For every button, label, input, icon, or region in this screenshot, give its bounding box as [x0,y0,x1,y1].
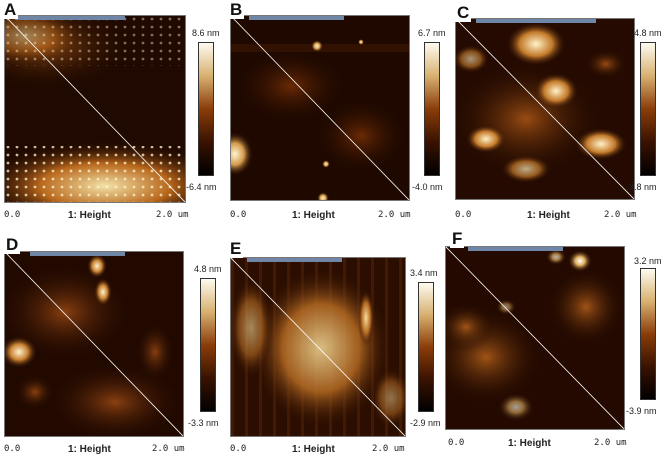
panel-letter: C [455,3,472,22]
channel-label: 1: Height [68,210,111,221]
x-axis-start: 0.0 [4,444,21,454]
afm-image-a [4,15,186,203]
colorbar [640,268,656,400]
x-axis-end: 2.0 um [156,210,189,220]
colorbar-min: -3.8 nm [626,182,657,192]
x-axis-end: 2.0 um [372,444,405,454]
colorbar [198,42,214,176]
afm-image-c [455,18,635,200]
x-axis-end: 2.0 um [152,444,185,454]
channel-label: 1: Height [527,210,570,221]
panel-letter: D [4,235,21,254]
colorbar-min: -6.4 nm [186,182,217,192]
panel-letter: A [2,0,19,19]
afm-image-d [4,251,184,437]
channel-label: 1: Height [68,444,111,455]
colorbar-max: 3.4 nm [410,268,438,278]
afm-image-b [230,15,410,201]
colorbar-min: -2.9 nm [410,418,441,428]
colorbar-max: 8.6 nm [192,28,220,38]
colorbar-max: 4.8 nm [634,28,661,38]
channel-label: 1: Height [508,438,551,449]
x-axis-start: 0.0 [230,444,247,454]
colorbar [200,278,216,412]
x-axis-end: 2.0 um [378,210,411,220]
afm-image-f [445,246,625,430]
colorbar-max: 6.7 nm [418,28,446,38]
x-axis-start: 0.0 [448,438,465,448]
x-axis-end: 2.0 um [604,210,637,220]
colorbar [418,282,434,412]
colorbar-min: -3.9 nm [626,406,657,416]
colorbar-min: -4.0 nm [412,182,443,192]
colorbar [640,42,656,176]
colorbar [424,42,440,176]
colorbar-max: 4.8 nm [194,264,222,274]
x-axis-end: 2.0 um [594,438,627,448]
x-axis-start: 0.0 [230,210,247,220]
panel-letter: F [450,229,465,248]
colorbar-max: 3.2 nm [634,256,661,266]
afm-image-e [230,257,406,437]
x-axis-start: 0.0 [4,210,21,220]
panel-letter: B [228,0,245,19]
channel-label: 1: Height [292,444,335,455]
panel-letter: E [228,239,244,258]
x-axis-start: 0.0 [455,210,472,220]
channel-label: 1: Height [292,210,335,221]
colorbar-min: -3.3 nm [188,418,219,428]
